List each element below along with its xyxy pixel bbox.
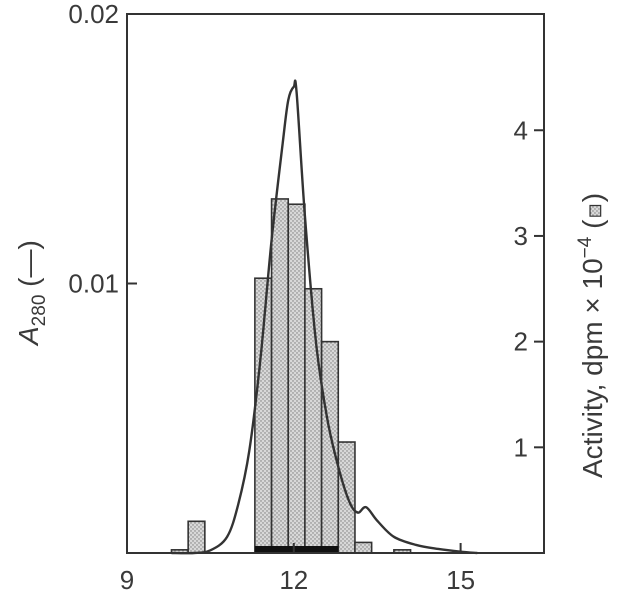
left-axis-title-sub: 280 (29, 295, 50, 327)
right-tick-label: 2 (514, 327, 528, 357)
right-axis-title: Activity, dpm × 10−4 ( ■) (575, 193, 608, 478)
left-axis-title-main: A (13, 326, 44, 347)
right-axis-title-main: Activity, dpm × 10 (577, 258, 608, 478)
left-axis-title: A280 (—) (13, 240, 50, 347)
histogram-bin (287, 203, 306, 554)
histogram-bin (304, 287, 323, 554)
histogram-bin (320, 340, 340, 554)
right-axis-title-suffix: ( (577, 219, 608, 237)
right-axis-ticks: 1 2 3 4 (514, 115, 544, 462)
x-axis-ticks: 9 12 15 (120, 543, 475, 595)
left-tick-label: 0.02 (68, 0, 119, 29)
right-axis-title-sup: −4 (575, 236, 596, 258)
right-axis-title-close: ) (577, 193, 608, 202)
right-tick-label: 4 (514, 115, 528, 145)
right-tick-label: 1 (514, 432, 528, 462)
histogram-bin (187, 520, 206, 554)
x-tick-label: 15 (446, 565, 475, 595)
left-tick-label: 0.01 (68, 269, 119, 299)
left-axis-ticks: 0.01 0.02 (68, 0, 137, 299)
x-tick-label: 9 (120, 565, 134, 595)
collected-fraction-bar (254, 546, 339, 552)
histogram-bin (354, 541, 373, 554)
left-axis-title-suffix: (—) (13, 240, 44, 294)
histogram-bin (270, 198, 290, 554)
legend-swatch-symbol: ■ (582, 204, 607, 217)
right-tick-label: 3 (514, 221, 528, 251)
a280-line (171, 79, 478, 555)
activity-histogram (170, 198, 412, 554)
x-tick-label: 12 (279, 565, 308, 595)
